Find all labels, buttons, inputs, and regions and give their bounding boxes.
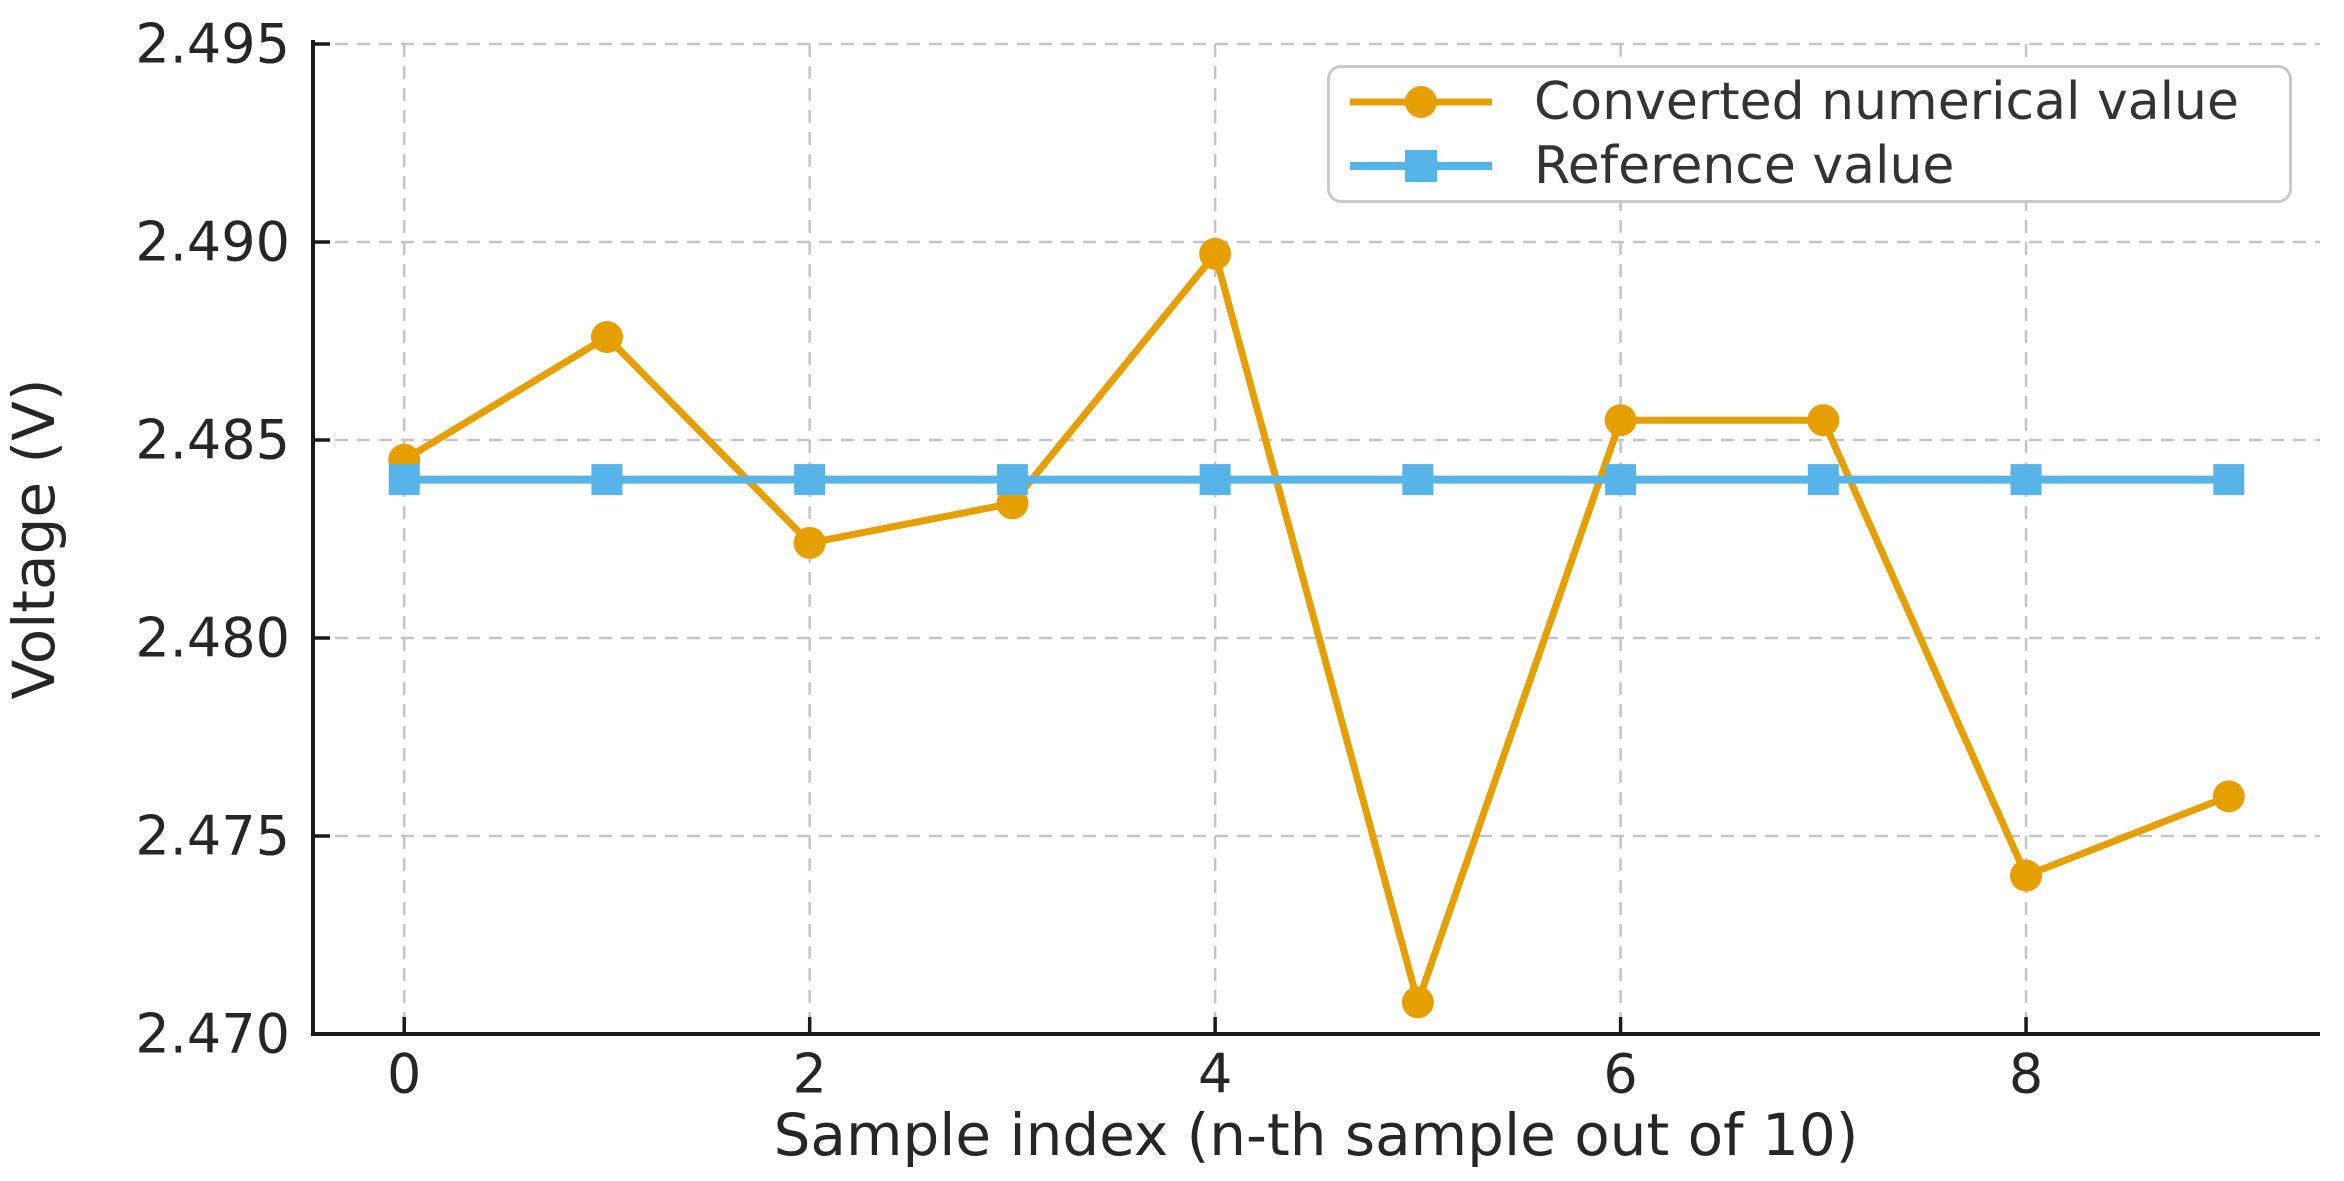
- svg-text:2.490: 2.490: [135, 211, 290, 274]
- y-tick-labels: 2.470 2.475 2.480 2.485 2.490 2.495: [135, 13, 290, 1066]
- svg-text:6: 6: [1603, 1043, 1637, 1106]
- svg-text:0: 0: [387, 1043, 421, 1106]
- y-axis-label: Voltage (V): [0, 379, 68, 700]
- legend-item-converted: Converted numerical value: [1346, 71, 2289, 133]
- svg-text:4: 4: [1198, 1043, 1232, 1106]
- svg-text:2.485: 2.485: [135, 409, 290, 472]
- svg-text:2.480: 2.480: [135, 607, 290, 670]
- legend-reference-line-marker-icon: [1350, 150, 1492, 183]
- legend-converted-line-marker-icon: [1350, 85, 1492, 118]
- x-tick-labels: 0 2 4 6 8: [387, 1043, 2043, 1106]
- data-series: [388, 237, 2245, 1019]
- svg-text:8: 8: [2009, 1043, 2043, 1106]
- x-axis-label: Sample index (n-th sample out of 10): [774, 1101, 1859, 1169]
- legend-label-converted: Converted numerical value: [1534, 71, 2239, 132]
- legend-item-reference: Reference value: [1346, 135, 2289, 197]
- svg-text:2.495: 2.495: [135, 13, 290, 76]
- legend: Converted numerical value Reference valu…: [1327, 65, 2292, 203]
- axes-spines: [311, 40, 2320, 1036]
- svg-text:2.470: 2.470: [135, 1003, 290, 1066]
- axis-ticks: [313, 42, 2028, 1036]
- legend-label-reference: Reference value: [1534, 136, 1955, 197]
- svg-text:2.475: 2.475: [135, 805, 290, 868]
- svg-text:2: 2: [793, 1043, 827, 1106]
